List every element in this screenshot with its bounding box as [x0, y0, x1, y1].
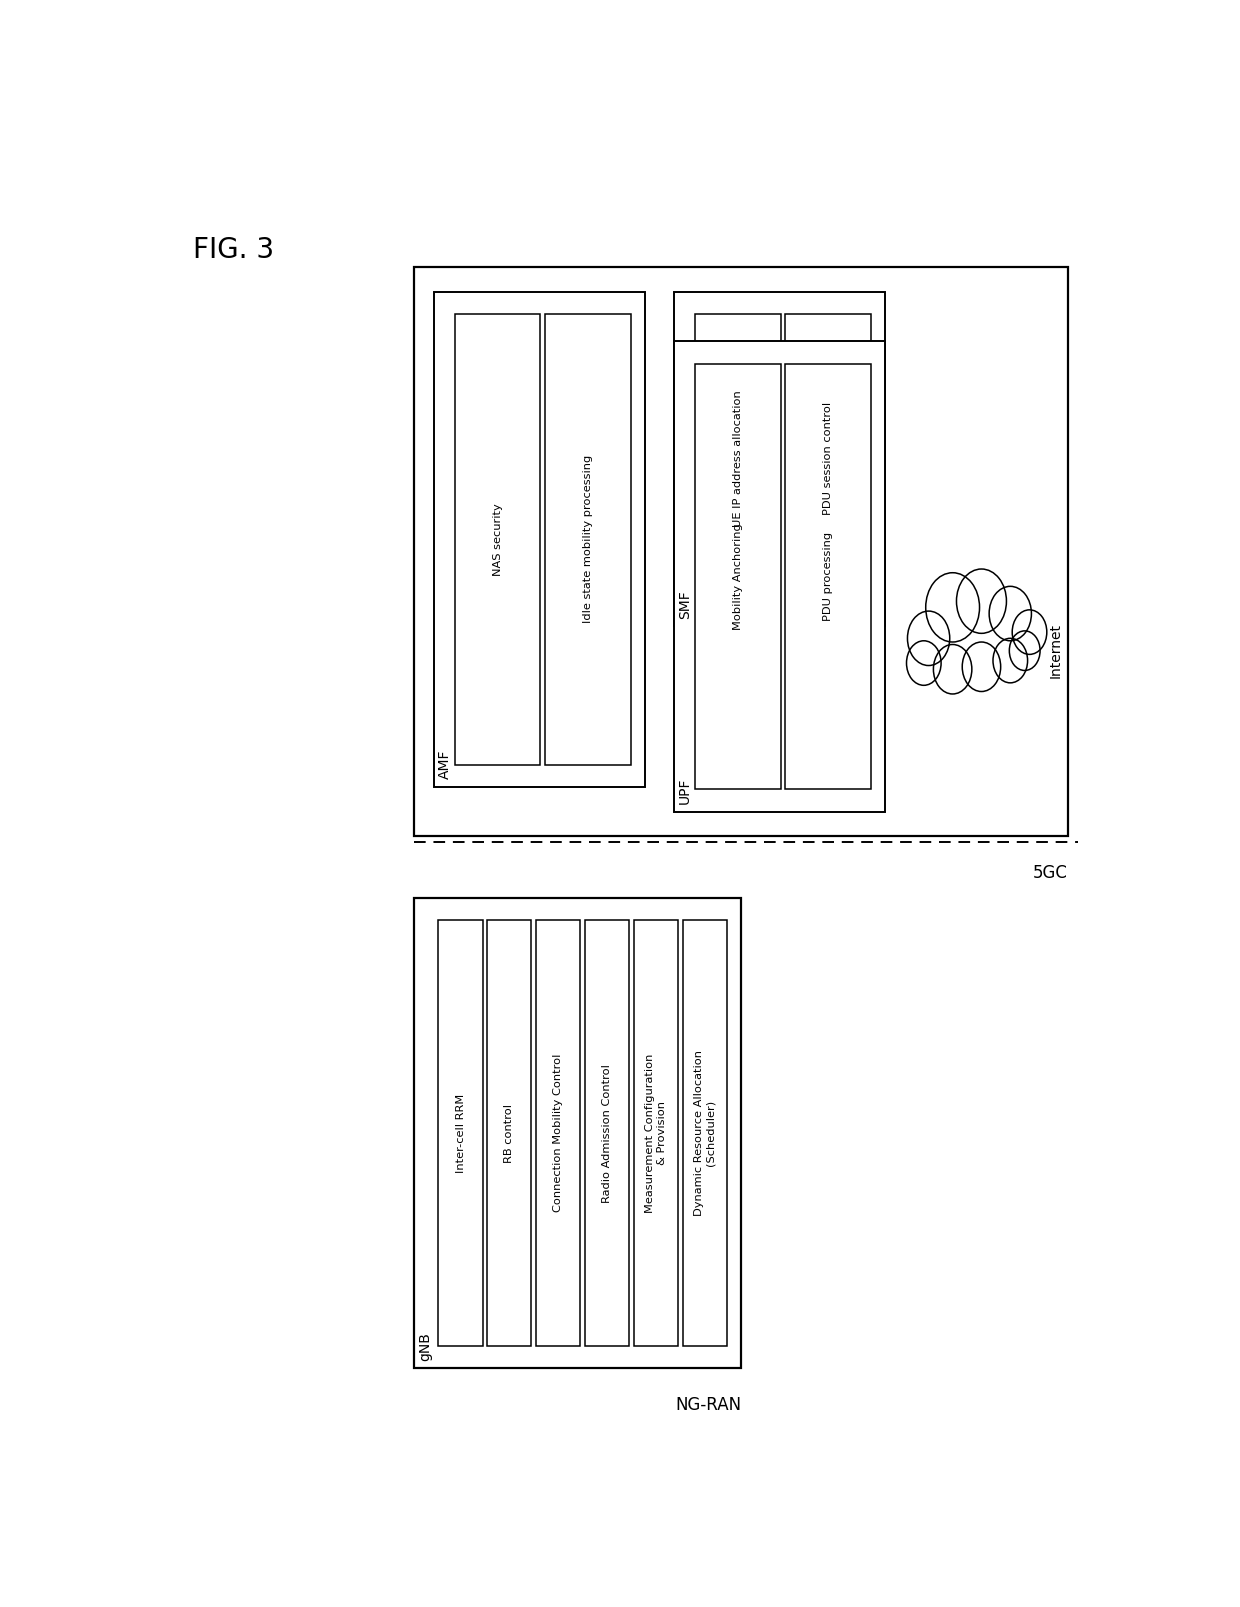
Bar [696, 363, 781, 789]
Text: Mobility Anchoring: Mobility Anchoring [733, 522, 743, 630]
Circle shape [1009, 632, 1040, 670]
Text: Measurement Configuration
& Provision: Measurement Configuration & Provision [645, 1054, 667, 1213]
Text: UPF: UPF [678, 778, 692, 804]
Bar [634, 921, 678, 1347]
Circle shape [1012, 609, 1047, 654]
Bar [455, 313, 541, 765]
Circle shape [990, 587, 1032, 641]
Bar [439, 921, 482, 1347]
Circle shape [908, 611, 950, 665]
Bar [546, 313, 631, 765]
Bar [536, 921, 580, 1347]
Text: Inter-cell RRM: Inter-cell RRM [455, 1094, 465, 1173]
Bar [414, 898, 742, 1369]
Bar [414, 267, 1068, 836]
Bar [675, 341, 885, 812]
Text: Idle state mobility processing: Idle state mobility processing [583, 455, 593, 624]
Text: PDU processing: PDU processing [823, 532, 833, 620]
Text: Radio Admission Control: Radio Admission Control [603, 1064, 613, 1202]
Circle shape [926, 572, 980, 643]
Bar [487, 921, 532, 1347]
Circle shape [956, 569, 1007, 633]
Text: 5GC: 5GC [1033, 863, 1068, 882]
Circle shape [993, 638, 1028, 683]
Text: FIG. 3: FIG. 3 [193, 236, 274, 264]
Text: Internet: Internet [1049, 624, 1063, 678]
Text: NG-RAN: NG-RAN [675, 1395, 742, 1414]
Text: UE IP address allocation: UE IP address allocation [733, 391, 743, 527]
Text: PDU session control: PDU session control [823, 402, 833, 516]
Text: gNB: gNB [418, 1332, 433, 1361]
Circle shape [962, 643, 1001, 691]
Bar [675, 292, 885, 625]
Text: SMF: SMF [678, 590, 692, 619]
Text: RB control: RB control [505, 1104, 515, 1163]
Text: Connection Mobility Control: Connection Mobility Control [553, 1054, 563, 1212]
Bar [434, 292, 645, 787]
Bar [696, 313, 781, 604]
Circle shape [906, 641, 941, 685]
Bar [785, 313, 870, 604]
Bar [585, 921, 629, 1347]
Text: Dynamic Resource Allocation
(Scheduler): Dynamic Resource Allocation (Scheduler) [694, 1051, 715, 1216]
Circle shape [934, 644, 972, 694]
Text: NAS security: NAS security [492, 503, 502, 575]
Bar [785, 363, 870, 789]
Text: AMF: AMF [438, 750, 451, 779]
Bar [683, 921, 727, 1347]
